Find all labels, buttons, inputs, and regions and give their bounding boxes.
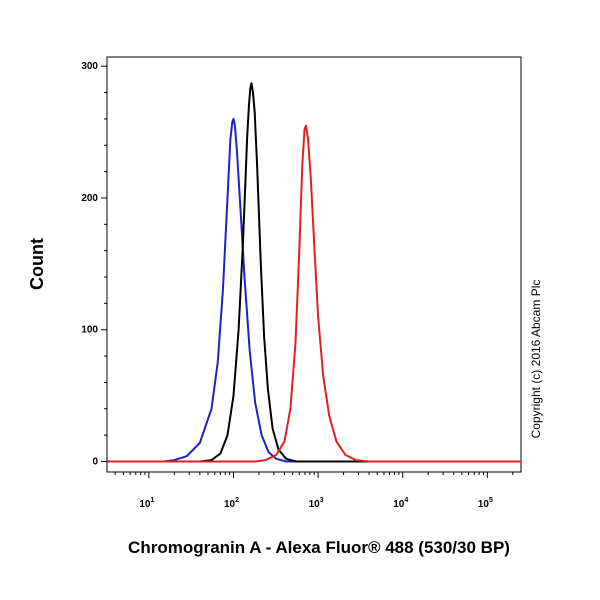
y-tick-label: 100 [81, 325, 98, 336]
x-tick-label: 102 [224, 497, 239, 510]
x-tick-label: 103 [309, 497, 324, 510]
y-axis: 0 100 200 300 [81, 61, 107, 467]
series-line-2 [107, 82, 521, 463]
plot-frame [106, 56, 522, 473]
y-tick-label: 200 [81, 193, 98, 204]
y-tick-label: 300 [81, 61, 98, 72]
x-axis-title: Chromogranin A - Alexa Fluor® 488 (530/3… [128, 538, 510, 557]
y-tick-label: 0 [92, 456, 98, 467]
series-line-1 [107, 117, 521, 463]
y-axis-title: Count [27, 238, 47, 290]
x-tick-label: 104 [393, 497, 408, 510]
x-tick-label: 101 [139, 497, 154, 510]
x-tick-label: 105 [478, 497, 493, 510]
copyright-annotation: Copyright (c) 2016 Abcam Plc [529, 280, 543, 439]
series-layer [107, 82, 521, 463]
series-line-3 [107, 124, 521, 463]
x-axis: 101 102 103 104 105 [114, 472, 514, 510]
